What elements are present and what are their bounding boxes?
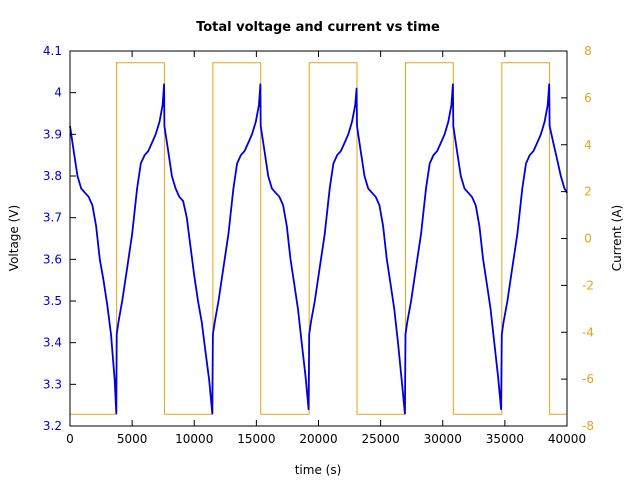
y2-axis-label: Current (A) [610,205,624,271]
x-tick-label: 0 [66,432,74,446]
x-tick-label: 25000 [362,432,400,446]
y-tick-label: 3.3 [43,377,62,391]
x-tick-label: 35000 [486,432,524,446]
x-tick-label: 20000 [299,432,337,446]
y-tick-label: 3.2 [43,419,62,433]
x-tick-label: 40000 [548,432,586,446]
y-tick-label: 3.6 [43,252,62,266]
y-axis-label: Voltage (V) [7,205,21,271]
current-series-line [70,62,567,415]
y-tick-label: 4.1 [43,44,62,58]
y2-tick-label: 4 [584,138,592,152]
chart-title: Total voltage and current vs time [196,20,440,35]
y-tick-label: 3.7 [43,211,62,225]
y-axis-right: -8 -6 -4 -2 0 2 4 6 8 [561,44,594,433]
y-tick-label: 3.9 [43,127,62,141]
x-axis: 0 5000 10000 15000 20000 25000 30000 35000 40000 [66,51,586,446]
x-tick-label: 15000 [237,432,275,446]
series-layer [69,62,568,415]
y-axis-left: 3.2 3.3 3.4 3.5 3.6 3.7 3.8 3.9 4 4.1 [43,44,76,433]
y-tick-label: 3.4 [43,336,62,350]
x-axis-label: time (s) [295,463,342,477]
plot-frame [69,50,568,427]
y2-tick-label: 8 [584,44,592,58]
y-tick-label: 3.8 [43,169,62,183]
x-tick-label: 10000 [175,432,213,446]
y2-tick-label: -4 [582,325,594,339]
x-tick-label: 30000 [424,432,462,446]
y2-tick-label: -6 [582,372,594,386]
x-tick-label: 5000 [117,432,148,446]
y2-tick-label: -2 [582,278,594,292]
voltage-series-line [69,83,568,415]
y2-tick-label: 2 [584,185,592,199]
y-tick-label: 3.5 [43,294,62,308]
y-tick-label: 4 [54,86,62,100]
y2-tick-label: 0 [584,232,592,246]
y2-tick-label: 6 [584,91,592,105]
y2-tick-label: -8 [582,419,594,433]
